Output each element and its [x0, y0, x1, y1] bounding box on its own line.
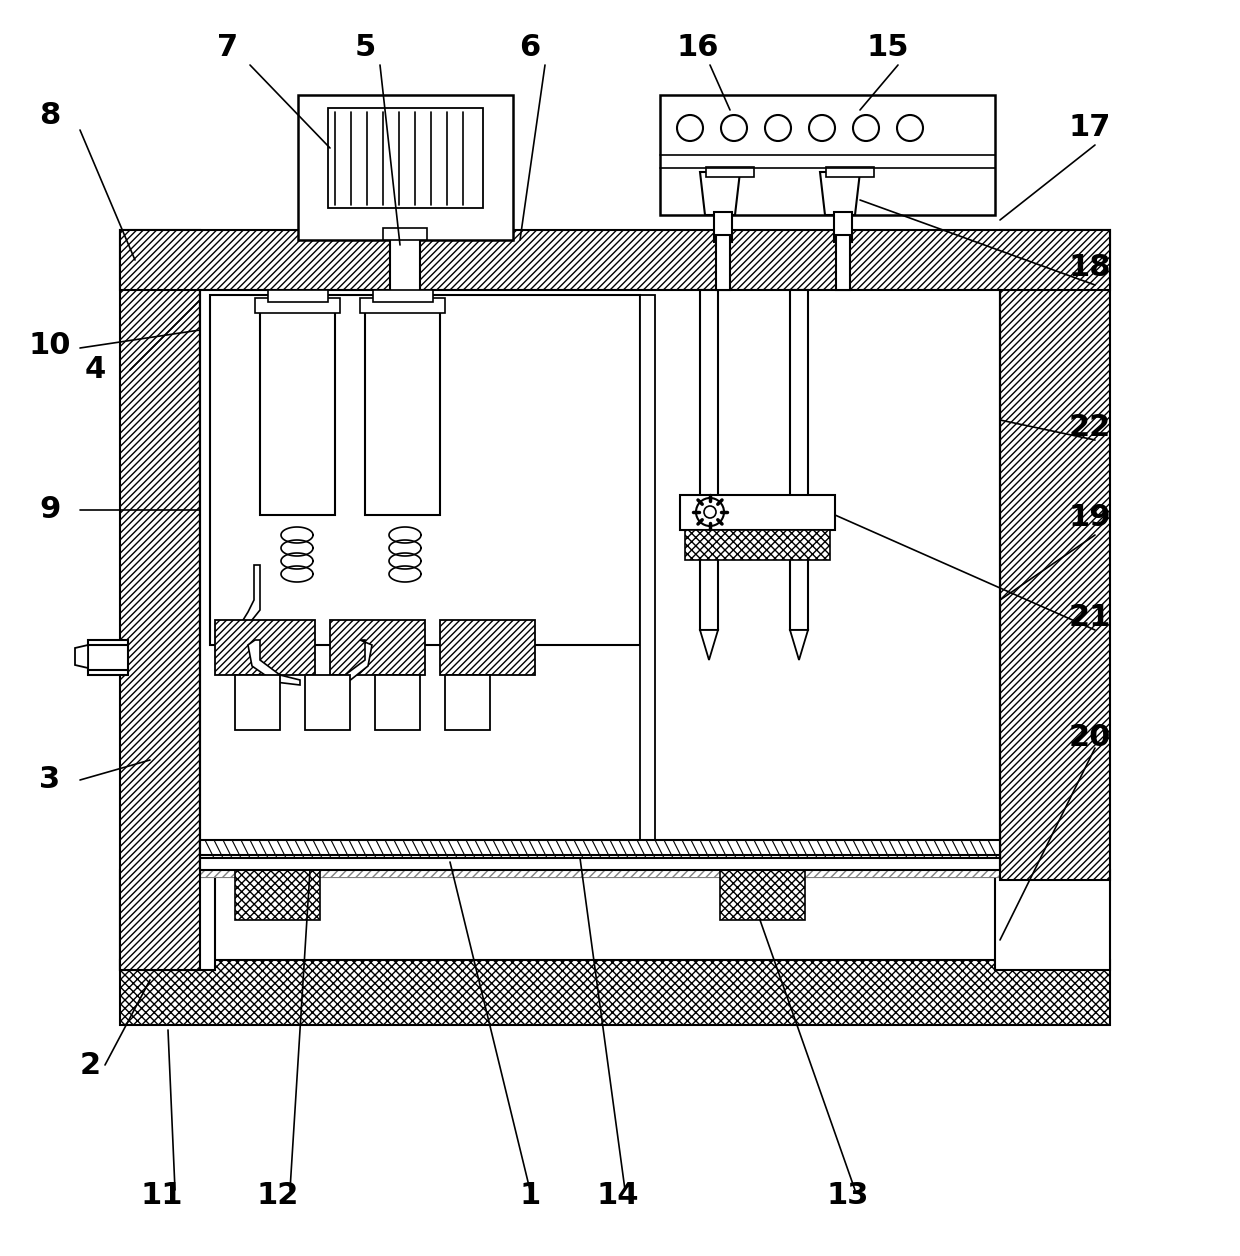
Bar: [706, 167, 754, 177]
Text: 3: 3: [40, 765, 61, 795]
Polygon shape: [701, 631, 718, 659]
Polygon shape: [325, 641, 372, 685]
Bar: [445, 674, 490, 730]
Bar: [720, 870, 805, 919]
Bar: [215, 620, 315, 674]
Text: 1: 1: [520, 1181, 541, 1210]
Bar: [298, 95, 513, 240]
Bar: [391, 235, 420, 293]
Bar: [826, 167, 874, 177]
Text: 16: 16: [677, 34, 719, 63]
Bar: [365, 305, 440, 515]
Bar: [684, 530, 830, 560]
Bar: [715, 235, 730, 290]
Bar: [383, 229, 427, 240]
Bar: [236, 674, 280, 730]
Text: 6: 6: [520, 34, 541, 63]
Bar: [701, 290, 718, 631]
Bar: [680, 495, 835, 530]
Bar: [88, 641, 128, 674]
Bar: [120, 230, 200, 970]
Bar: [360, 298, 445, 313]
Bar: [305, 674, 350, 730]
Text: 19: 19: [1069, 504, 1111, 533]
Text: 11: 11: [141, 1181, 184, 1210]
Polygon shape: [820, 172, 861, 215]
Text: 4: 4: [84, 355, 105, 384]
Bar: [836, 235, 849, 290]
Text: 9: 9: [40, 496, 61, 525]
Bar: [790, 290, 808, 631]
Text: 21: 21: [1069, 603, 1111, 633]
Bar: [200, 840, 999, 858]
Polygon shape: [701, 172, 740, 215]
Polygon shape: [241, 565, 265, 646]
Bar: [714, 212, 732, 242]
Circle shape: [897, 116, 923, 141]
Text: 22: 22: [1069, 413, 1111, 442]
Bar: [236, 870, 320, 919]
Polygon shape: [248, 641, 300, 685]
Text: 14: 14: [596, 1181, 640, 1210]
Bar: [660, 95, 994, 215]
Bar: [120, 960, 1110, 1025]
Bar: [200, 290, 999, 870]
Circle shape: [765, 116, 791, 141]
Polygon shape: [74, 646, 88, 668]
Bar: [210, 295, 640, 646]
Bar: [200, 855, 999, 877]
Bar: [120, 870, 215, 970]
Text: 2: 2: [79, 1050, 100, 1079]
Text: 5: 5: [355, 34, 376, 63]
Circle shape: [720, 116, 746, 141]
Circle shape: [853, 116, 879, 141]
Bar: [373, 290, 433, 301]
Text: 18: 18: [1069, 254, 1111, 283]
Text: 7: 7: [217, 34, 238, 63]
Circle shape: [677, 116, 703, 141]
Circle shape: [704, 506, 715, 517]
Text: 8: 8: [40, 100, 61, 129]
Bar: [329, 108, 484, 208]
Text: 10: 10: [29, 330, 71, 359]
Bar: [120, 230, 1110, 290]
Polygon shape: [790, 631, 808, 659]
Text: 15: 15: [867, 34, 909, 63]
Bar: [994, 870, 1110, 970]
Text: 20: 20: [1069, 723, 1111, 752]
Bar: [268, 290, 329, 301]
Bar: [640, 295, 655, 855]
Bar: [260, 305, 335, 515]
Circle shape: [808, 116, 835, 141]
Text: 13: 13: [827, 1181, 869, 1210]
Bar: [999, 230, 1110, 880]
Bar: [330, 620, 425, 674]
Text: 17: 17: [1069, 113, 1111, 142]
Bar: [200, 855, 999, 877]
Bar: [255, 298, 340, 313]
Bar: [835, 212, 852, 242]
Circle shape: [696, 497, 724, 526]
Bar: [440, 620, 534, 674]
Bar: [374, 674, 420, 730]
Text: 12: 12: [257, 1181, 299, 1210]
